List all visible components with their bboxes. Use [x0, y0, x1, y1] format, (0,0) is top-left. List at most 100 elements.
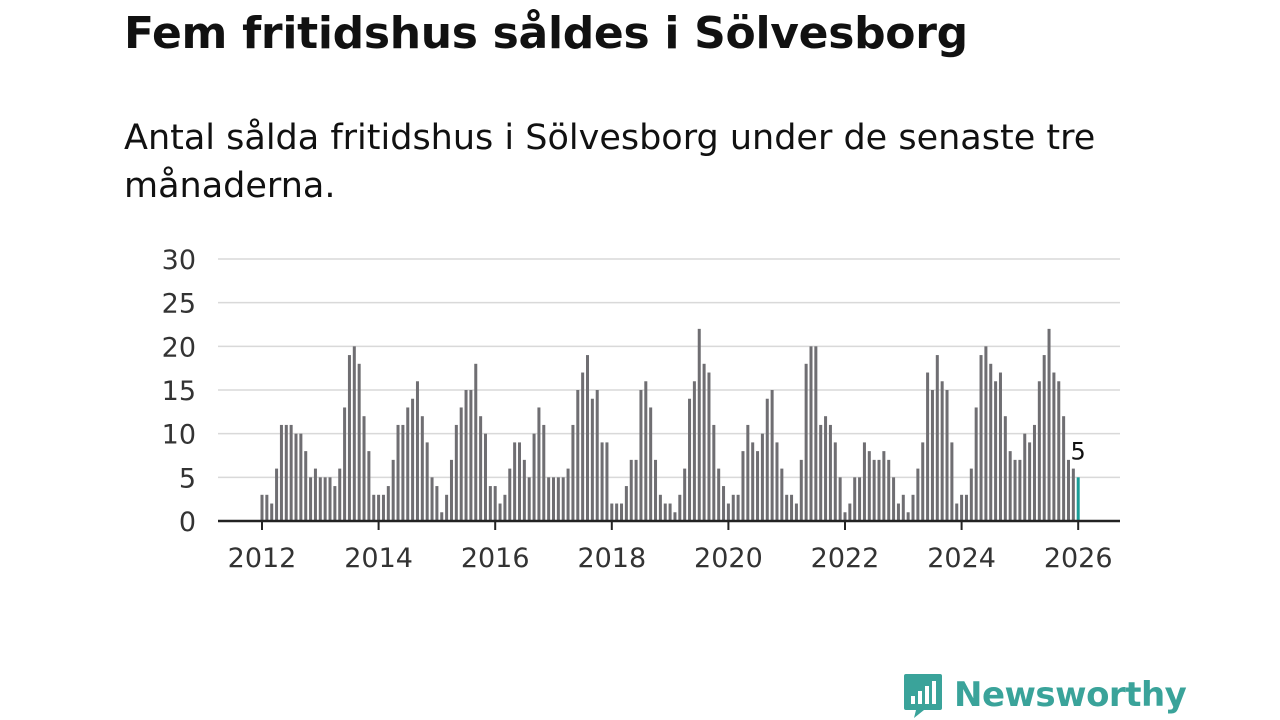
- bar: [1071, 468, 1075, 521]
- bar: [736, 494, 740, 521]
- bar: [566, 468, 570, 521]
- bar: [352, 346, 356, 521]
- bar: [483, 433, 487, 521]
- bar: [454, 424, 458, 521]
- bar: [921, 442, 925, 521]
- bar: [804, 363, 808, 521]
- bar: [702, 363, 706, 521]
- bar: [294, 433, 298, 521]
- bar: [853, 477, 857, 521]
- bar: [790, 494, 794, 521]
- highlight-bar: [1076, 477, 1080, 521]
- bar: [474, 363, 478, 521]
- y-tick-label: 25: [162, 289, 196, 320]
- bar: [974, 407, 978, 521]
- bar: [624, 486, 628, 521]
- bar: [998, 372, 1002, 521]
- bar: [357, 363, 361, 521]
- bar: [338, 468, 342, 521]
- x-tick-label: 2018: [577, 543, 646, 574]
- bar: [561, 477, 565, 521]
- bar: [595, 390, 599, 521]
- bar: [343, 407, 347, 521]
- bar: [313, 468, 317, 521]
- bar: [969, 468, 973, 521]
- bar: [756, 451, 760, 521]
- bar: [459, 407, 463, 521]
- y-tick-label: 0: [179, 507, 196, 538]
- x-tick-label: 2016: [461, 543, 530, 574]
- bar: [435, 486, 439, 521]
- bar: [590, 398, 594, 521]
- bar: [935, 355, 939, 521]
- bar: [605, 442, 609, 521]
- bar: [347, 355, 351, 521]
- bar: [517, 442, 521, 521]
- bar: [994, 381, 998, 521]
- bar: [547, 477, 551, 521]
- bar: [950, 442, 954, 521]
- bar: [299, 433, 303, 521]
- x-axis: 2012 2014 2016 2018 2020 2022 2024 2026: [218, 519, 1120, 574]
- bar: [989, 363, 993, 521]
- bar: [420, 416, 424, 521]
- bar: [683, 468, 687, 521]
- brand-name: Newsworthy: [954, 675, 1187, 715]
- bar: [522, 459, 526, 521]
- bar: [984, 346, 988, 521]
- bar: [926, 372, 930, 521]
- bar: [304, 451, 308, 521]
- bar: [760, 433, 764, 521]
- bar: [780, 468, 784, 521]
- bar: [1023, 433, 1027, 521]
- value-label: 5: [1071, 437, 1086, 465]
- bar: [848, 503, 852, 521]
- bar: [265, 494, 269, 521]
- chart-subtitle: Antal sålda fritidshus i Sölvesborg unde…: [124, 118, 1096, 206]
- bar: [372, 494, 376, 521]
- bar: [1037, 381, 1041, 521]
- bar: [279, 424, 283, 521]
- bar: [678, 494, 682, 521]
- bar: [260, 494, 264, 521]
- bar: [401, 424, 405, 521]
- bar-chart: 0 5 10 15 20 25 30 2012 2014 2016 2018 2020 2022 202…: [162, 245, 1120, 574]
- bar: [751, 442, 755, 521]
- bar: [770, 390, 774, 521]
- bar: [930, 390, 934, 521]
- bar: [1066, 459, 1070, 521]
- bar: [1008, 451, 1012, 521]
- bar: [377, 494, 381, 521]
- bar: [824, 416, 828, 521]
- bar: [663, 503, 667, 521]
- bar: [964, 494, 968, 521]
- bar: [809, 346, 813, 521]
- bar: [620, 503, 624, 521]
- x-tick-label: 2020: [694, 543, 763, 574]
- bar: [668, 503, 672, 521]
- y-axis-labels: 0 5 10 15 20 25 30: [162, 245, 196, 538]
- x-tick-label: 2014: [344, 543, 413, 574]
- bar: [901, 494, 905, 521]
- bar: [916, 468, 920, 521]
- bar: [386, 486, 390, 521]
- bar: [658, 494, 662, 521]
- bar: [542, 424, 546, 521]
- y-tick-label: 30: [162, 245, 196, 276]
- y-tick-label: 10: [162, 420, 196, 451]
- bar: [406, 407, 410, 521]
- bar: [882, 451, 886, 521]
- x-tick-label: 2022: [811, 543, 880, 574]
- bar: [498, 503, 502, 521]
- bar: [551, 477, 555, 521]
- bar: [488, 486, 492, 521]
- bar: [532, 433, 536, 521]
- gridlines: [218, 258, 1120, 479]
- bar: [381, 494, 385, 521]
- bar: [828, 424, 832, 521]
- bar: [576, 390, 580, 521]
- bar: [639, 390, 643, 521]
- bar: [396, 424, 400, 521]
- bar: [411, 398, 415, 521]
- bar: [328, 477, 332, 521]
